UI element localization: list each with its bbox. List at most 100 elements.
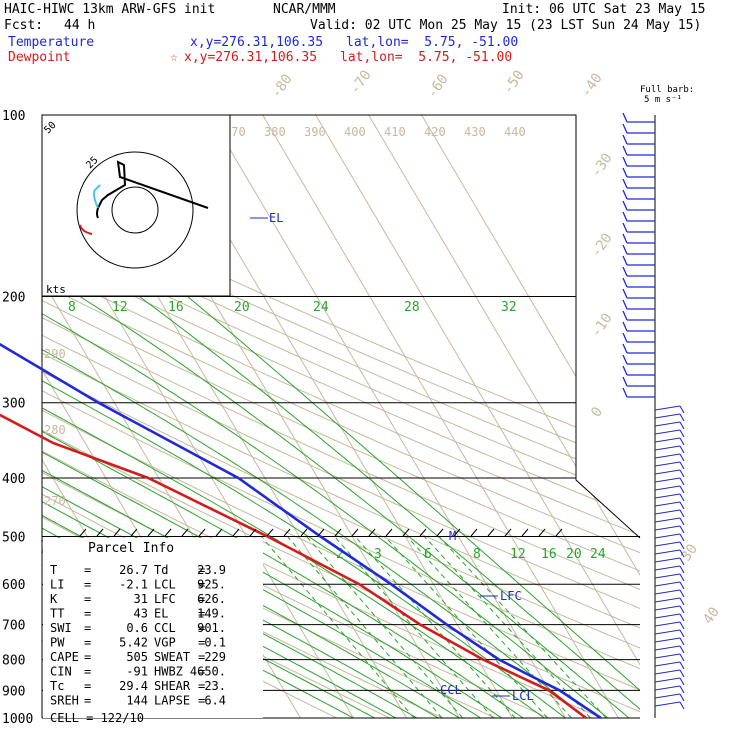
hodograph (41, 114, 231, 297)
theta-label: 400 (344, 125, 366, 139)
wind-barb-flag (679, 669, 685, 678)
wind-barb (654, 477, 681, 483)
mixing-ratio-label-500: 2 (336, 547, 344, 562)
parcel-key: LFC (154, 592, 176, 606)
isotherm-label: -60 (424, 71, 452, 101)
wind-barb (654, 685, 681, 691)
forecast-label: Fcst: (4, 18, 44, 33)
mixing-ratio-line (354, 536, 516, 718)
wind-barb (654, 549, 681, 555)
mixing-ratio-label-200: 20 (234, 300, 250, 315)
wind-barb-flag (679, 501, 685, 510)
hatch-tick (487, 528, 495, 537)
wind-barb-flag (679, 661, 685, 670)
hodograph-trace-upper (97, 160, 209, 209)
wind-barb-flag (679, 565, 685, 574)
mixing-ratio-label-500: 6 (424, 547, 432, 562)
wind-barb-flag (622, 310, 628, 321)
wind-barb (654, 485, 681, 491)
parcel-eq: = (198, 607, 205, 621)
hatch-tick (385, 528, 393, 537)
wind-barb-flag (622, 167, 628, 178)
parcel-key: Td (154, 563, 168, 577)
dry-adiabat-line (42, 115, 640, 718)
mixing-ratio-line (306, 536, 464, 718)
wind-barb (654, 589, 681, 595)
mixing-ratio-line (261, 536, 415, 718)
parcel-value: 229 (204, 650, 226, 664)
dewpoint-latlon: lat,lon= 5.75, -51.00 (340, 50, 513, 65)
pressure-label: 500 (2, 530, 25, 545)
dry-adiabat-line (42, 115, 640, 718)
wind-barb-flag (622, 244, 628, 255)
parcel-value: 31 (134, 592, 148, 606)
pressure-label: 700 (2, 619, 25, 634)
pressure-label: 400 (2, 472, 25, 487)
hatch-tick (368, 528, 376, 537)
parcel-eq: = (198, 578, 205, 592)
isotherm-label: -40 (578, 70, 606, 100)
wind-barb (654, 621, 681, 627)
isotherm-label: 40 (700, 604, 723, 627)
wind-barb-flag (679, 485, 685, 494)
isotherm-line (254, 115, 627, 718)
dry-adiabat-line (42, 115, 640, 718)
pressure-label: 800 (2, 654, 25, 669)
level-marker-m: M (449, 529, 456, 543)
wind-barb-flag (679, 421, 685, 430)
theta-label: 410 (384, 125, 406, 139)
hatch-tick (215, 528, 223, 537)
dry-adiabat-line (42, 115, 640, 718)
wind-barb-flag (622, 288, 628, 299)
hodograph-box (41, 114, 231, 297)
mixing-ratio-label-200: 12 (112, 300, 128, 315)
parcel-eq: = (84, 607, 91, 621)
isotherm-line (360, 115, 640, 718)
parcel-value: 144 (126, 694, 148, 708)
wind-barb (654, 501, 681, 507)
hatch-tick (198, 528, 206, 537)
wind-barb-flag (622, 123, 628, 134)
parcel-eq: = (84, 665, 91, 679)
wind-barb (654, 581, 681, 587)
parcel-eq: = (84, 621, 91, 635)
parcel-key: T (50, 563, 57, 577)
mixing-ratio-label-200: 8 (68, 300, 76, 315)
parcel-eq: = (198, 665, 205, 679)
model-title: HAIC-HIWC 13km ARW-GFS init (4, 2, 216, 17)
wind-barb-flag (622, 112, 628, 123)
forecast-hour: 44 h (64, 18, 96, 33)
isotherm-line (42, 115, 44, 718)
hodograph-units: kts (46, 283, 66, 296)
wind-barb (654, 533, 681, 539)
parcel-eq: = (84, 694, 91, 708)
isotherm-line (307, 115, 640, 718)
mixing-ratio-label-500: 16 (541, 547, 557, 562)
parcel-key: CIN (50, 665, 72, 679)
theta-label: 420 (424, 125, 446, 139)
mixing-ratio-label-500: 3 (374, 547, 382, 562)
mixing-ratio-label-500: 20 (566, 547, 582, 562)
wind-barb (654, 661, 681, 667)
mixing-ratio-line (424, 536, 591, 718)
hatch-tick (130, 528, 138, 537)
hatch-tick (419, 528, 427, 537)
wind-barb-flag (679, 613, 685, 622)
wind-barb-flag (679, 509, 685, 518)
wind-barb-flag (679, 685, 685, 694)
hodograph-trace-surface (79, 224, 93, 235)
wind-barb-flag (679, 517, 685, 526)
parcel-value: 505 (126, 650, 148, 664)
wind-barb-flag (622, 277, 628, 288)
wind-barb-flag (679, 557, 685, 566)
wind-barb-flag (679, 549, 685, 558)
parcel-key: EL (154, 607, 168, 621)
isotherm-label: -70 (347, 67, 375, 97)
wind-barb (654, 597, 681, 603)
wind-barb (654, 493, 681, 499)
parcel-value: 0.1 (204, 636, 226, 650)
parcel-key: CAPE (50, 650, 79, 664)
hatch-tick (402, 528, 410, 537)
hatch-tick (283, 528, 291, 537)
wind-barb (654, 413, 681, 419)
